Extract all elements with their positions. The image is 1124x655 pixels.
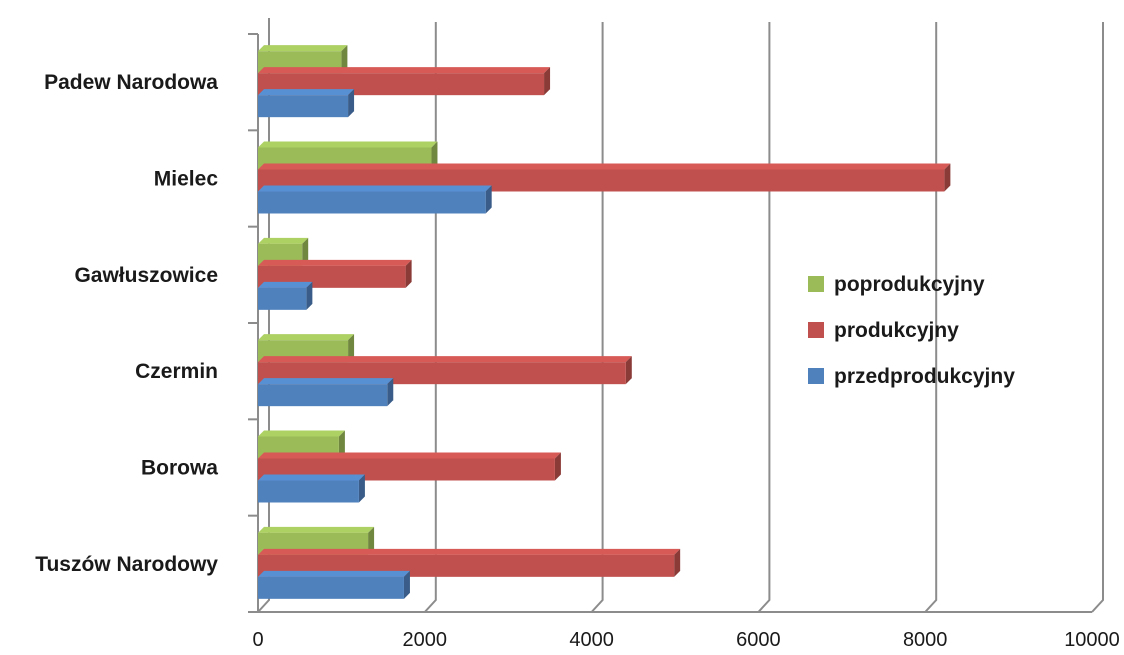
axes: [248, 18, 1092, 613]
x-tick-label: 10000: [1064, 629, 1120, 651]
category-label: Czermin: [135, 360, 218, 383]
gridline-4000: [590, 22, 604, 613]
gridline-6000: [757, 22, 771, 613]
legend-label-przedprodukcyjny: przedprodukcyjny: [834, 365, 1015, 388]
legend-label-produkcyjny: produkcyjny: [834, 319, 959, 342]
legend-swatch-przedprodukcyjny: [808, 368, 824, 384]
gridline-2000: [424, 22, 437, 613]
bar-przedprodukcyjny-5: [258, 570, 410, 599]
x-tick-label: 0: [252, 629, 263, 651]
bar-przedprodukcyjny-1: [258, 185, 492, 214]
category-label: Borowa: [141, 457, 218, 480]
bar-przedprodukcyjny-2: [258, 281, 313, 310]
legend: poprodukcyjny produkcyjny przedprodukcyjny: [808, 273, 1015, 388]
gridline-8000: [924, 22, 938, 613]
gridlines: [424, 22, 1104, 613]
gridline-10000: [1091, 22, 1104, 613]
category-labels: Padew Narodowa Mielec Gawłuszowice Czermin B…: [35, 71, 218, 576]
bar-przedprodukcyjny-4: [258, 474, 365, 503]
x-tick-label: 2000: [403, 629, 448, 651]
category-label: Padew Narodowa: [44, 71, 218, 94]
bar-przedprodukcyjny-3: [258, 378, 394, 407]
category-label: Tuszów Narodowy: [35, 553, 218, 576]
x-tick-label: 8000: [903, 629, 948, 651]
legend-label-poprodukcyjny: poprodukcyjny: [834, 273, 985, 296]
category-label: Mielec: [154, 168, 219, 191]
x-tick-labels: 0 2000 4000 6000 8000 10000: [252, 629, 1119, 651]
bars: [258, 45, 951, 599]
legend-swatch-produkcyjny: [808, 322, 824, 338]
category-label: Gawłuszowice: [74, 264, 218, 287]
x-tick-label: 4000: [569, 629, 614, 651]
legend-swatch-poprodukcyjny: [808, 276, 824, 292]
plot-walls: [257, 18, 1092, 613]
x-tick-label: 6000: [736, 629, 781, 651]
bar-przedprodukcyjny-0: [258, 89, 355, 118]
